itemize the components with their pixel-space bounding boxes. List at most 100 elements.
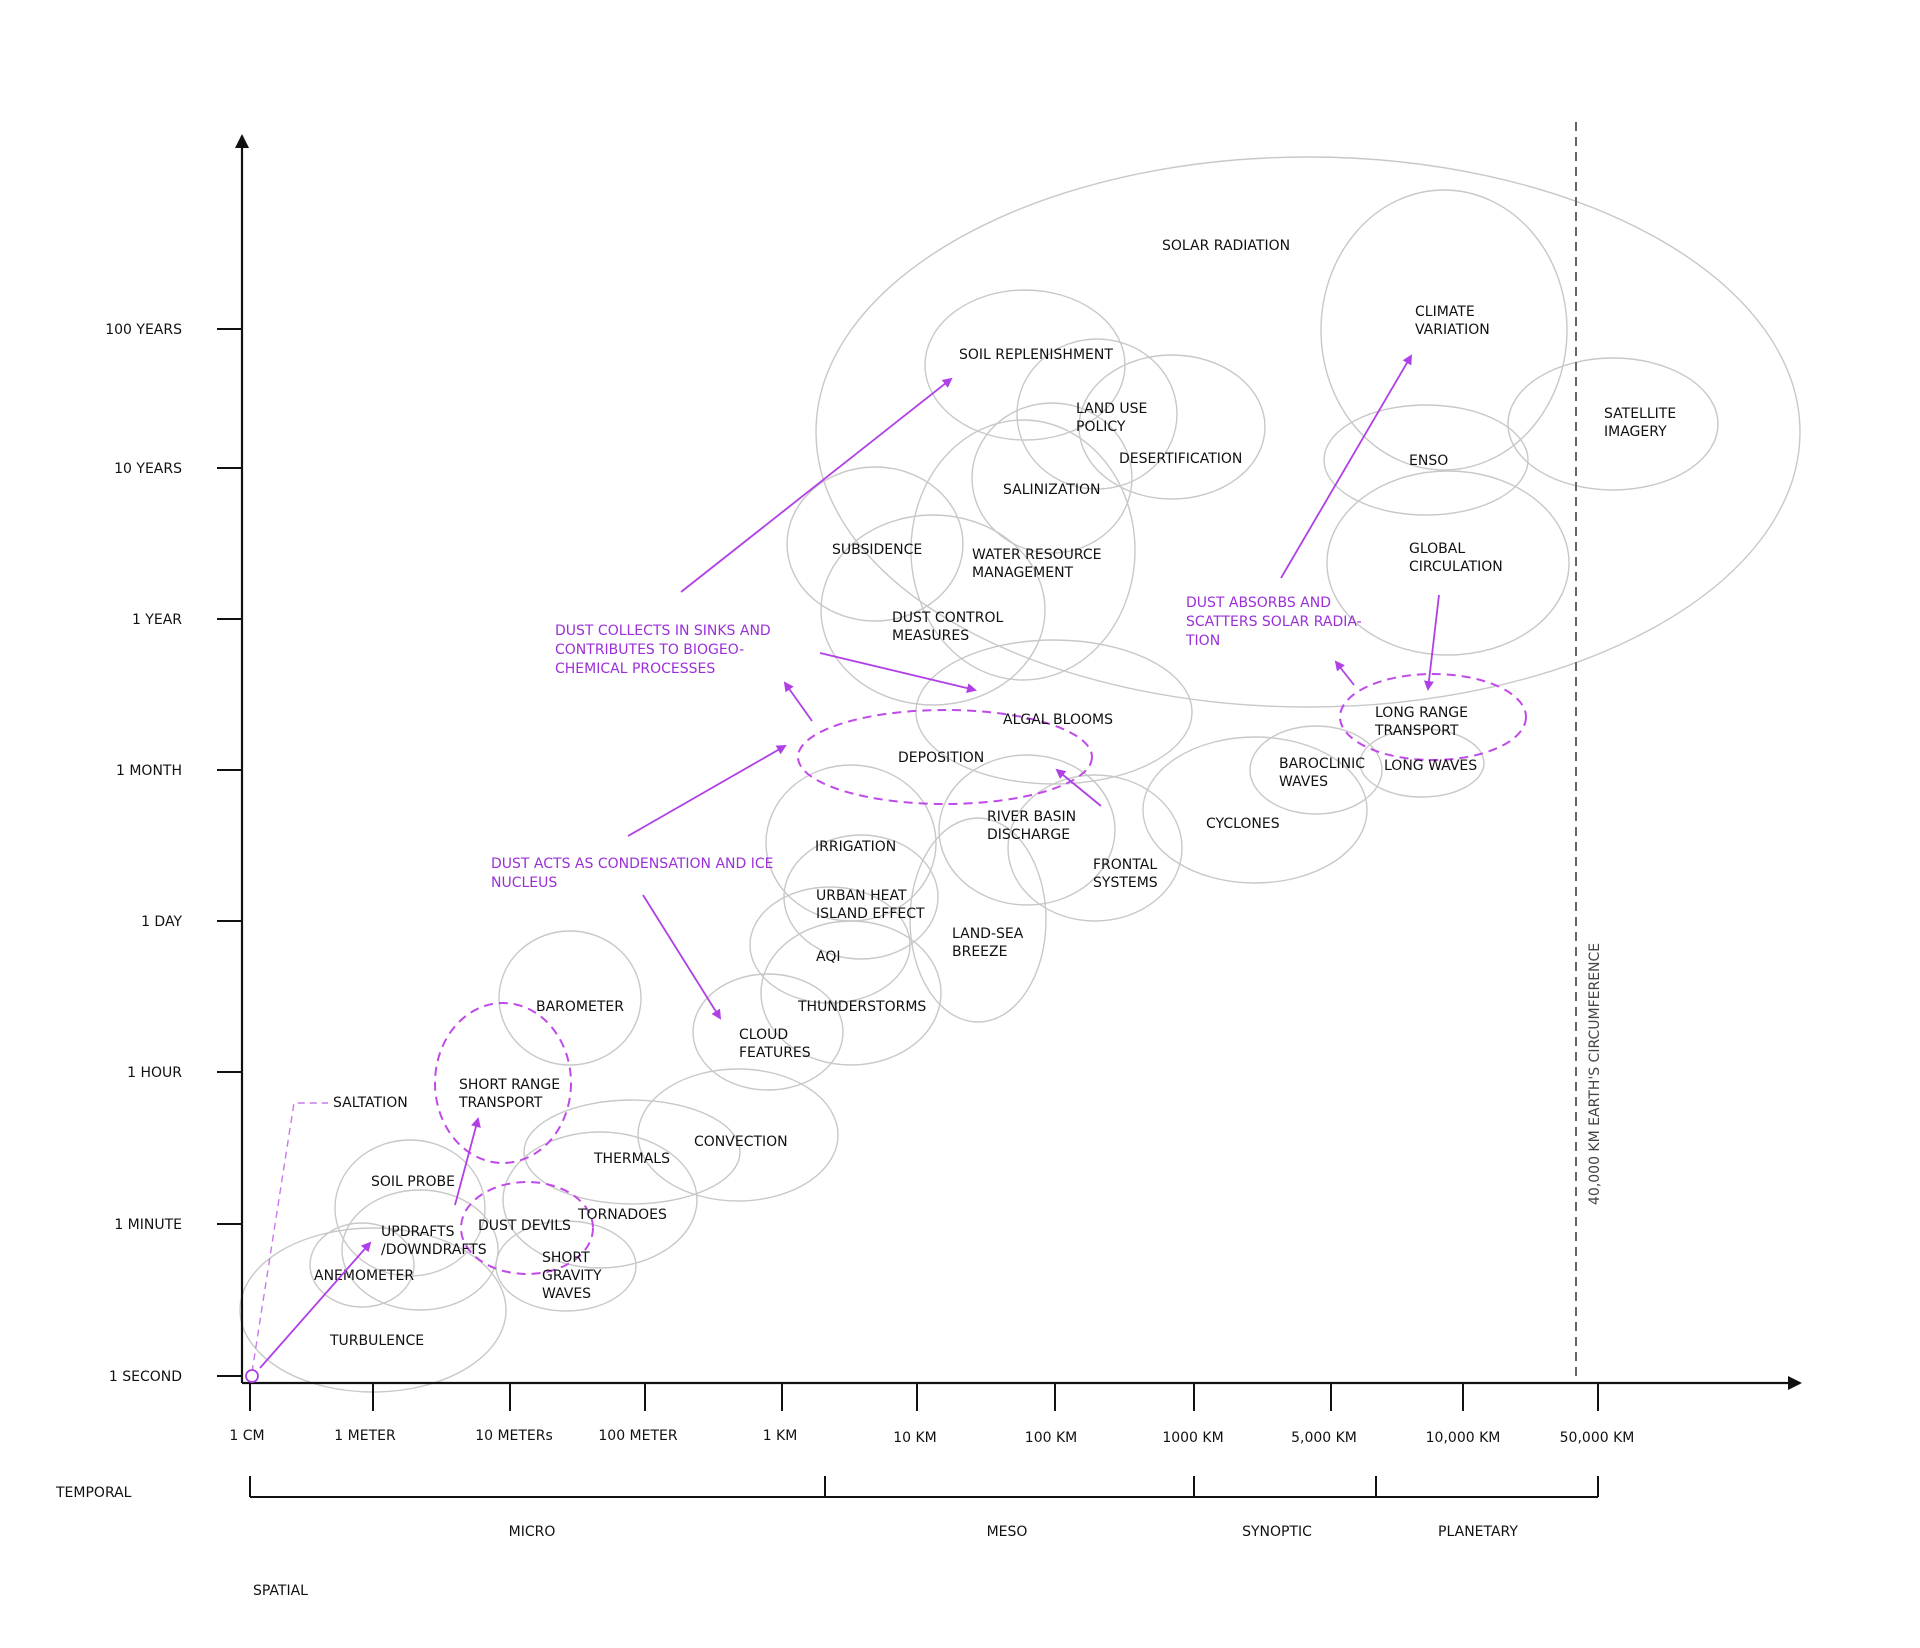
salinization-label: SALINIZATION — [1003, 482, 1101, 498]
anemometer-extent — [309, 1222, 415, 1308]
arrow-frontal-to-deposition — [1055, 768, 1102, 807]
phenomena-extents — [239, 156, 1801, 1393]
cyclones-label: CYCLONES — [1206, 816, 1280, 832]
long-waves-label: LONG WAVES — [1384, 758, 1477, 774]
deposition-label: DEPOSITION — [898, 750, 984, 766]
circumference-label: 40,000 KM EARTH'S CIRCUMFERENCE — [1587, 943, 1603, 1205]
dust-devils-label: DUST DEVILS — [478, 1218, 571, 1234]
scale-label-micro: MICRO — [509, 1524, 556, 1540]
convection-label: CONVECTION — [694, 1134, 788, 1150]
annotation-dust-absorbs: DUST ABSORBS AND SCATTERS SOLAR RADIA-TIO… — [1185, 595, 1362, 649]
updrafts-extent — [341, 1189, 499, 1311]
long-range-transport-extent — [1339, 673, 1527, 761]
desertification-label: DESERTIFICATION — [1119, 451, 1242, 467]
axes — [217, 134, 1802, 1411]
frontal-systems-extent — [1007, 774, 1183, 922]
arrow-to-short-range — [454, 1117, 481, 1206]
thermals-extent — [523, 1099, 741, 1205]
thermals-label: THERMALS — [593, 1151, 670, 1167]
y-tick-label: 100 YEARS — [105, 322, 182, 338]
aqi-extent — [749, 886, 911, 1004]
turbulence-label: TURBULENCE — [329, 1333, 424, 1349]
long-waves-extent — [1359, 728, 1485, 798]
soil-replenishment-extent — [924, 289, 1126, 441]
x-tick-label: 1 CM — [229, 1428, 264, 1444]
spatial-label: SPATIAL — [253, 1583, 308, 1599]
global-circulation-label: GLOBAL CIRCULATION — [1409, 541, 1503, 575]
tornadoes-label: TORNADOES — [577, 1207, 667, 1223]
tornadoes-extent — [502, 1131, 698, 1269]
arrow-origin-to-updrafts — [259, 1241, 372, 1369]
x-tick-label: 10,000 KM — [1426, 1430, 1501, 1446]
solar-radiation-label: SOLAR RADIATION — [1162, 238, 1290, 254]
water-resource-extent — [910, 419, 1136, 681]
y-tick-label: 1 MINUTE — [114, 1217, 182, 1233]
arrow-to-soil-replenishment — [680, 377, 953, 593]
algal-blooms-label: ALGAL BLOOMS — [1003, 712, 1113, 728]
x-tick-label: 5,000 KM — [1291, 1430, 1357, 1446]
soil-probe-label: SOIL PROBE — [371, 1174, 455, 1190]
x-tick-label: 1 KM — [763, 1428, 798, 1444]
aqi-label: AQI — [816, 949, 840, 965]
arrow-to-climate-variation — [1280, 354, 1413, 579]
x-tick-label: 1 METER — [334, 1428, 396, 1444]
subsidence-extent — [786, 466, 964, 622]
river-basin-extent — [938, 754, 1116, 906]
flow-arrows — [245, 354, 1440, 1383]
temporal-label: TEMPORAL — [55, 1485, 132, 1501]
short-range-transport-extent — [434, 1002, 572, 1164]
short-range-transport-label: SHORT RANGE TRANSPORT — [458, 1077, 560, 1111]
scale-label-planetary: PLANETARY — [1438, 1524, 1518, 1540]
barometer-label: BAROMETER — [536, 999, 624, 1015]
land-sea-breeze-label: LAND-SEA BREEZE — [952, 926, 1024, 960]
land-use-policy-label: LAND USE POLICY — [1076, 401, 1147, 435]
saltation-label: SALTATION — [333, 1095, 408, 1111]
y-tick-label: 1 HOUR — [127, 1065, 182, 1081]
arrow-deposition-up — [783, 681, 813, 722]
cloud-features-extent — [692, 973, 844, 1091]
baroclinic-waves-label: BAROCLINIC WAVES — [1279, 756, 1365, 790]
annotation-dust-collects: DUST COLLECTS IN SINKS AND CONTRIBUTES TO… — [555, 623, 771, 677]
arrow-to-dust-control — [819, 652, 977, 694]
satellite-imagery-extent — [1507, 357, 1719, 491]
origin-marker — [245, 1369, 259, 1383]
soil-replenishment-label: SOIL REPLENISHMENT — [959, 347, 1113, 363]
y-tick-label: 1 DAY — [141, 914, 182, 930]
frontal-systems-label: FRONTAL SYSTEMS — [1093, 857, 1158, 891]
anemometer-label: ANEMOMETER — [314, 1268, 414, 1284]
scale-label-meso: MESO — [987, 1524, 1028, 1540]
x-tick-label: 100 METER — [598, 1428, 677, 1444]
annotation-dust-condensation: DUST ACTS AS CONDENSATION AND ICE NUCLEUS — [491, 856, 773, 891]
y-tick-labels: 100 YEARS 10 YEARS 1 YEAR 1 MONTH 1 DAY … — [105, 322, 182, 1385]
arrow-to-cloud-features — [642, 894, 722, 1020]
long-range-transport-label: LONG RANGE TRANSPORT — [1374, 705, 1468, 739]
dust-control-extent — [820, 514, 1046, 706]
saltation-leader — [251, 1102, 328, 1373]
thunderstorms-extent — [760, 920, 942, 1066]
convection-extent — [637, 1068, 839, 1202]
enso-extent — [1323, 404, 1529, 516]
dust-control-label: DUST CONTROL MEASURES — [892, 610, 1003, 644]
solar-radiation-extent — [815, 156, 1801, 708]
barometer-extent — [498, 930, 642, 1066]
river-basin-label: RIVER BASIN DISCHARGE — [987, 809, 1076, 843]
climate-variation-extent — [1320, 189, 1568, 471]
cloud-features-label: CLOUD FEATURES — [739, 1027, 811, 1061]
baroclinic-waves-extent — [1249, 725, 1383, 815]
water-resource-label: WATER RESOURCE MANAGEMENT — [972, 547, 1102, 581]
arrow-global-to-long-range — [1423, 594, 1440, 691]
deposition-extent — [797, 709, 1093, 805]
annotations: DUST COLLECTS IN SINKS AND CONTRIBUTES TO… — [491, 595, 1362, 891]
arrow-to-deposition — [627, 745, 787, 837]
global-circulation-extent — [1326, 470, 1570, 656]
updrafts-label: UPDRAFTS/DOWNDRAFTS — [381, 1224, 487, 1258]
arrow-long-range-up — [1334, 660, 1355, 686]
climate-variation-label: CLIMATE VARIATION — [1415, 304, 1490, 338]
x-tick-label: 10 METERs — [475, 1428, 553, 1444]
scale-bracket — [249, 1476, 1599, 1498]
irrigation-label: IRRIGATION — [815, 839, 896, 855]
y-tick-label: 10 YEARS — [114, 461, 182, 477]
satellite-imagery-label: SATELLITE IMAGERY — [1604, 406, 1676, 440]
x-tick-label: 100 KM — [1025, 1430, 1077, 1446]
